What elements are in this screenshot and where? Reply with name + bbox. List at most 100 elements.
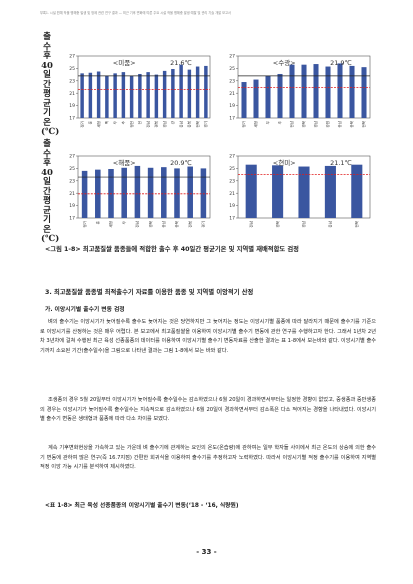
bar	[174, 168, 180, 218]
x-tick-label: 전북	[195, 120, 200, 127]
bar	[337, 63, 343, 118]
bar	[121, 72, 126, 118]
y-tick-label: 17	[229, 216, 235, 222]
chart-haepum-svg: 17 19 21 23 25 27 정가 홍 새청 무 전남 경북 충남 충북 전북 경기 <해품> 20.9℃	[69, 154, 211, 228]
bar	[113, 73, 117, 118]
x-tick-label: 정가	[241, 120, 246, 127]
x-tick-label: 경기	[201, 221, 206, 228]
x-tick-label: 충북	[349, 120, 354, 127]
y-tick-label: 21	[69, 91, 75, 97]
y-tick-label: 17	[69, 116, 75, 122]
x-tick-label: 추	[122, 120, 126, 124]
y-tick-label: 25	[229, 66, 235, 72]
x-tick-label: 전남	[135, 220, 140, 227]
figure-caption: <그림 1-8> 최고품질쌀 품종들에 적합한 출수 후 40일간 평균기온 및…	[45, 246, 299, 253]
chart-title: <해품>	[113, 158, 136, 167]
x-tick-label: 정가	[79, 120, 84, 127]
bar	[265, 75, 271, 118]
x-tick-label: 추	[278, 120, 282, 124]
x-tick-label: 경북	[275, 220, 280, 227]
x-tick-label: 강원	[325, 121, 330, 128]
bar	[171, 69, 175, 118]
bar	[147, 167, 154, 218]
bar	[134, 165, 141, 218]
x-tick-label: 경기	[203, 121, 208, 128]
y-tick-label: 25	[229, 166, 235, 172]
bar	[289, 64, 295, 118]
chart-annotation: 21.1℃	[330, 159, 352, 167]
table-caption: <표 1-8> 최근 육성 선종품종의 이앙시기별 출수기 변동(‘18 - ‘…	[45, 503, 239, 509]
bar	[313, 64, 319, 118]
y-axis-label-top: 출수후40일간평균기온(℃)	[41, 32, 60, 137]
y-tick-label: 27	[69, 54, 75, 60]
bar	[298, 166, 310, 218]
x-tick-label: 무	[122, 220, 126, 224]
bar	[301, 64, 307, 118]
y-tick-label: 19	[69, 103, 75, 109]
bar	[324, 165, 336, 218]
bar	[241, 82, 247, 118]
chart-mipum: 17 19 21 23 25 27 정가 홍 새청 백 무 추 정천 전 전남 경북 경남 강 충남 충북 전북 경기 <미…	[62, 52, 214, 140]
x-tick-label: 충남	[178, 120, 183, 127]
bar	[187, 69, 192, 118]
chart-sugwang-svg: 17 19 21 23 25 27 정가 새청 무 추 전남 경북 경남 강원 충남 충북 전북 <수광> 21.9…	[229, 54, 371, 128]
bar	[245, 164, 257, 218]
paragraph-3: 계속 기후변화현상을 가속하고 있는 가운데 벼 출수기에 관계하는 요인의 온…	[40, 445, 376, 471]
paragraph-1: 벼의 출수기는 이앙시기가 늦어질수록 출수도 늦어지는 것은 당연하지만 그 …	[40, 319, 376, 354]
x-tick-label: 새청	[108, 221, 113, 228]
x-tick-label: 무	[113, 120, 117, 124]
bar	[277, 73, 283, 118]
x-tick-label: 경남	[162, 120, 167, 127]
y-tick-label: 23	[229, 178, 235, 184]
chart-annotation: 20.9℃	[170, 159, 192, 167]
x-tick-label: 경북	[301, 120, 306, 127]
paragraph-2: 조생종의 경우 5월 20일부터 이앙시기가 늦어질수록 출수일수는 감소하였으…	[40, 397, 376, 423]
x-tick-label: 강	[170, 120, 175, 124]
y-tick-label: 19	[69, 203, 75, 209]
x-tick-label: 경북	[148, 220, 153, 227]
chart-mipum-svg: 17 19 21 23 25 27 정가 홍 새청 백 무 추 정천 전 전남 경북 경남 강 충남 충북 전북 경기 <미…	[69, 54, 211, 128]
chart-hyeonmi-svg: 17 19 21 23 25 27 전남 경북 경남 충남 전북 <현미> 21.1℃	[229, 154, 371, 228]
y-tick-label: 23	[229, 78, 235, 84]
x-tick-label: 전	[137, 121, 142, 124]
x-tick-label: 백	[104, 121, 109, 124]
y-tick-label: 23	[69, 78, 75, 84]
bar	[129, 75, 134, 118]
x-tick-label: 전남	[248, 220, 253, 227]
chart-title: <현미>	[273, 158, 296, 167]
x-tick-label: 충북	[174, 220, 179, 227]
bar	[88, 72, 93, 118]
section-heading: 3. 최고품질쌀 품종별 최적출수기 자료를 이용한 품종 및 지역별 이앙적기…	[45, 289, 254, 296]
bar	[361, 67, 367, 118]
subsection-heading: 가. 이앙시기별 출수기 변동 검정	[45, 307, 125, 313]
bar	[96, 71, 101, 118]
x-tick-label: 경남	[301, 220, 306, 227]
y-axis-label-bottom: 출수후40일간평균기온(℃)	[41, 139, 60, 244]
y-tick-label: 27	[229, 54, 235, 60]
y-tick-label: 25	[69, 166, 75, 172]
y-tick-label: 21	[229, 91, 235, 97]
bar	[253, 79, 259, 118]
x-tick-label: 정천	[129, 121, 134, 128]
chart-annotation: 21.6℃	[170, 59, 192, 67]
x-tick-label: 경남	[313, 120, 318, 127]
bar	[80, 73, 84, 118]
x-tick-label: 전북	[361, 120, 366, 127]
x-tick-label: 충남	[161, 220, 166, 227]
page-number: - 33 -	[196, 548, 217, 556]
chart-annotation: 21.9℃	[330, 59, 352, 67]
bar	[121, 167, 127, 218]
y-tick-label: 27	[69, 154, 75, 160]
x-tick-label: 충남	[328, 220, 333, 227]
bar	[146, 72, 150, 118]
y-tick-label: 19	[229, 103, 235, 109]
y-tick-label: 23	[69, 178, 75, 184]
bar	[272, 165, 284, 218]
x-tick-label: 정가	[82, 220, 87, 227]
bar	[195, 66, 200, 118]
bar	[179, 64, 183, 118]
x-tick-label: 경북	[154, 120, 159, 127]
y-tick-label: 21	[69, 191, 75, 197]
x-tick-label: 전남	[145, 120, 150, 127]
x-tick-label: 새청	[96, 121, 101, 128]
